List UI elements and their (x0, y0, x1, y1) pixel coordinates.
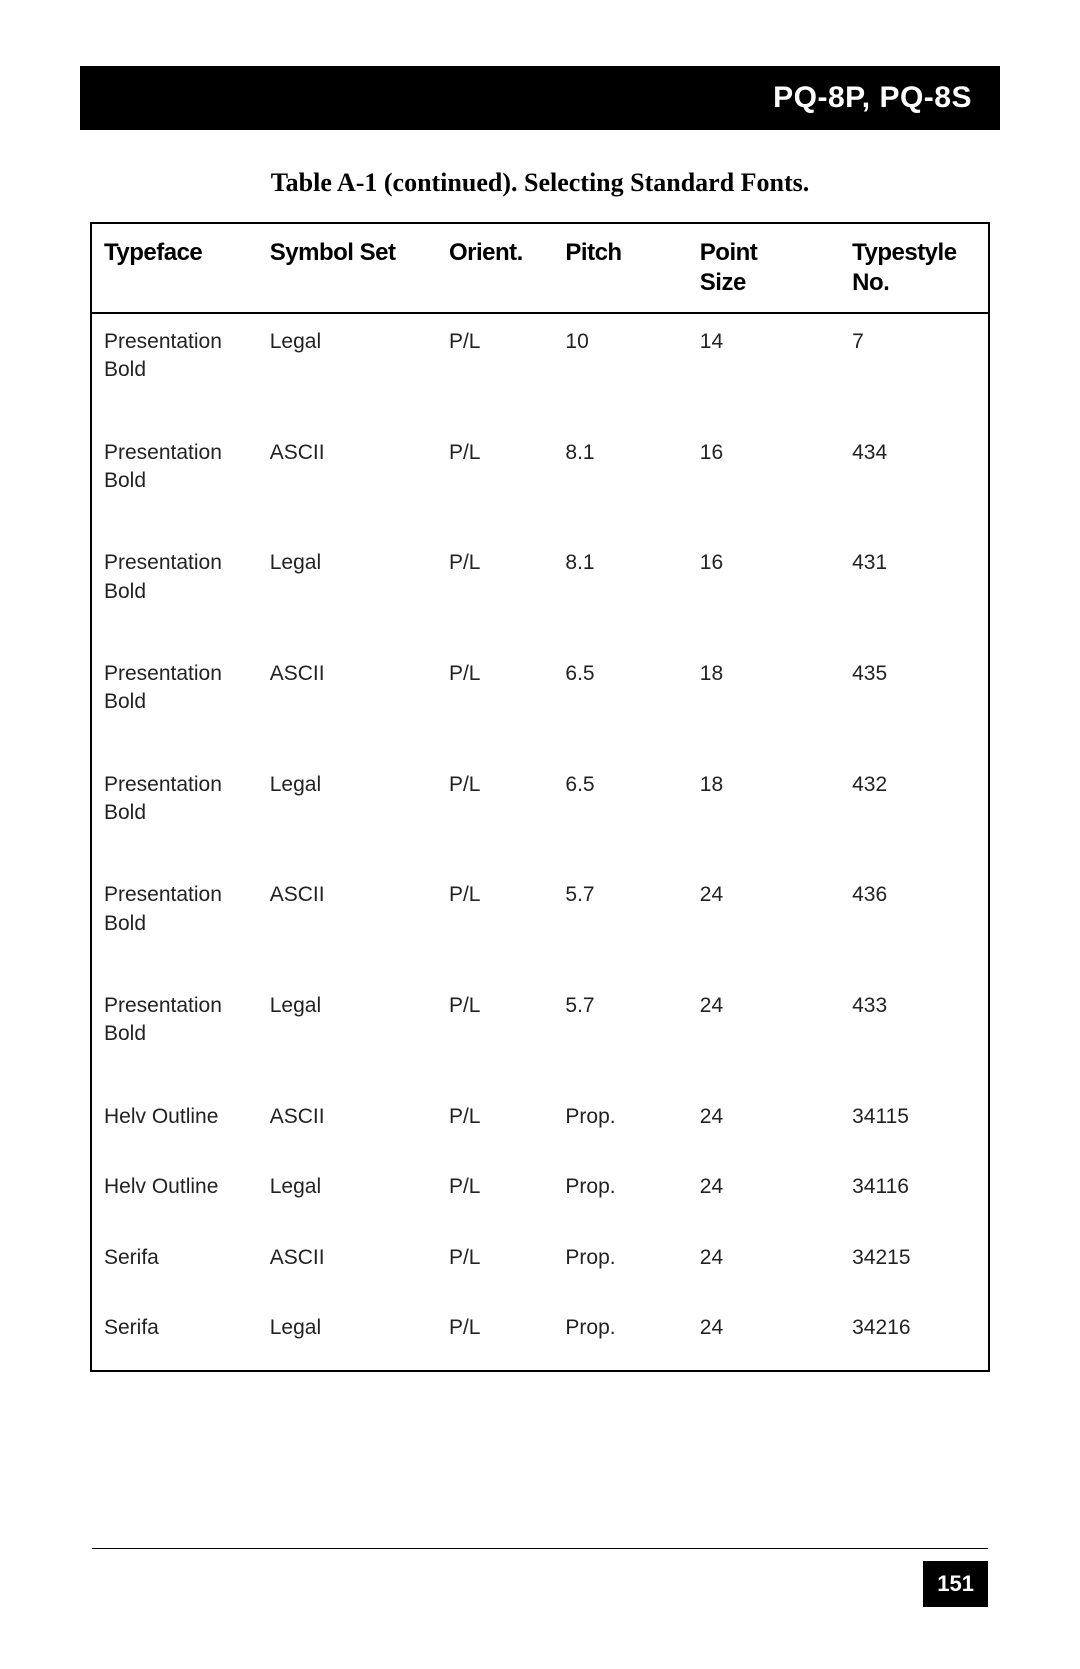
cell-orient: P/L (437, 425, 553, 536)
cell-typeface: PresentationBold (92, 978, 258, 1089)
cell-typestyle: 432 (840, 757, 988, 868)
cell-typestyle: 34216 (840, 1300, 988, 1370)
cell-point: 16 (688, 425, 840, 536)
cell-symbol: ASCII (258, 425, 437, 536)
header-bar: PQ-8P, PQ-8S (80, 66, 1000, 130)
footer-rule (92, 1548, 988, 1549)
table-row: SerifaLegalP/LProp.2434216 (92, 1300, 988, 1370)
table-header-row: TypefaceSymbol SetOrient.PitchPointSizeT… (92, 224, 988, 313)
cell-typeface: PresentationBold (92, 425, 258, 536)
cell-typestyle: 433 (840, 978, 988, 1089)
cell-typestyle: 435 (840, 646, 988, 757)
cell-pitch: Prop. (553, 1159, 687, 1229)
cell-pitch: Prop. (553, 1230, 687, 1300)
table-header: TypefaceSymbol SetOrient.PitchPointSizeT… (92, 224, 988, 313)
cell-symbol: Legal (258, 1159, 437, 1229)
cell-typeface: PresentationBold (92, 867, 258, 978)
cell-point: 16 (688, 535, 840, 646)
table-row: PresentationBoldLegalP/L8.116431 (92, 535, 988, 646)
table-row: PresentationBoldLegalP/L10147 (92, 313, 988, 425)
cell-symbol: Legal (258, 535, 437, 646)
cell-orient: P/L (437, 1230, 553, 1300)
cell-point: 14 (688, 313, 840, 425)
cell-point: 24 (688, 1300, 840, 1370)
cell-pitch: 8.1 (553, 425, 687, 536)
cell-symbol: Legal (258, 1300, 437, 1370)
cell-typestyle: 434 (840, 425, 988, 536)
cell-symbol: Legal (258, 757, 437, 868)
cell-orient: P/L (437, 757, 553, 868)
cell-orient: P/L (437, 646, 553, 757)
table-row: SerifaASCIIP/LProp.2434215 (92, 1230, 988, 1300)
col-header-point: PointSize (688, 224, 840, 313)
page-number: 151 (923, 1561, 988, 1607)
cell-typeface: PresentationBold (92, 757, 258, 868)
cell-orient: P/L (437, 535, 553, 646)
cell-pitch: 6.5 (553, 757, 687, 868)
cell-symbol: ASCII (258, 646, 437, 757)
cell-typestyle: 34215 (840, 1230, 988, 1300)
col-header-typeface: Typeface (92, 224, 258, 313)
cell-point: 24 (688, 1230, 840, 1300)
page-number-value: 151 (937, 1571, 974, 1596)
cell-symbol: ASCII (258, 1089, 437, 1159)
cell-typeface: Helv Outline (92, 1159, 258, 1229)
table-title: Table A-1 (continued). Selecting Standar… (80, 168, 1000, 198)
cell-typeface: PresentationBold (92, 646, 258, 757)
cell-symbol: ASCII (258, 867, 437, 978)
cell-point: 24 (688, 978, 840, 1089)
cell-symbol: Legal (258, 313, 437, 425)
col-header-pitch: Pitch (553, 224, 687, 313)
table-row: PresentationBoldASCIIP/L6.518435 (92, 646, 988, 757)
cell-typestyle: 436 (840, 867, 988, 978)
table-body: PresentationBoldLegalP/L10147Presentatio… (92, 313, 988, 1370)
fonts-table-container: TypefaceSymbol SetOrient.PitchPointSizeT… (90, 222, 990, 1372)
cell-typeface: Helv Outline (92, 1089, 258, 1159)
col-header-symbol: Symbol Set (258, 224, 437, 313)
cell-pitch: 5.7 (553, 867, 687, 978)
cell-typestyle: 7 (840, 313, 988, 425)
cell-typeface: PresentationBold (92, 313, 258, 425)
cell-pitch: Prop. (553, 1089, 687, 1159)
cell-symbol: ASCII (258, 1230, 437, 1300)
cell-point: 18 (688, 646, 840, 757)
cell-typeface: Serifa (92, 1300, 258, 1370)
table-row: PresentationBoldASCIIP/L5.724436 (92, 867, 988, 978)
cell-pitch: Prop. (553, 1300, 687, 1370)
cell-pitch: 8.1 (553, 535, 687, 646)
cell-point: 24 (688, 1089, 840, 1159)
cell-orient: P/L (437, 1300, 553, 1370)
cell-orient: P/L (437, 1159, 553, 1229)
cell-pitch: 6.5 (553, 646, 687, 757)
cell-point: 18 (688, 757, 840, 868)
cell-typeface: PresentationBold (92, 535, 258, 646)
table-row: Helv OutlineASCIIP/LProp.2434115 (92, 1089, 988, 1159)
table-row: Helv OutlineLegalP/LProp.2434116 (92, 1159, 988, 1229)
cell-typeface: Serifa (92, 1230, 258, 1300)
cell-typestyle: 431 (840, 535, 988, 646)
header-title: PQ-8P, PQ-8S (773, 81, 972, 115)
col-header-orient: Orient. (437, 224, 553, 313)
cell-orient: P/L (437, 867, 553, 978)
cell-typestyle: 34115 (840, 1089, 988, 1159)
cell-pitch: 10 (553, 313, 687, 425)
cell-symbol: Legal (258, 978, 437, 1089)
table-row: PresentationBoldLegalP/L5.724433 (92, 978, 988, 1089)
cell-orient: P/L (437, 978, 553, 1089)
cell-point: 24 (688, 1159, 840, 1229)
cell-orient: P/L (437, 313, 553, 425)
cell-typestyle: 34116 (840, 1159, 988, 1229)
cell-pitch: 5.7 (553, 978, 687, 1089)
fonts-table: TypefaceSymbol SetOrient.PitchPointSizeT… (92, 224, 988, 1370)
col-header-typestyle: TypestyleNo. (840, 224, 988, 313)
cell-orient: P/L (437, 1089, 553, 1159)
table-row: PresentationBoldASCIIP/L8.116434 (92, 425, 988, 536)
table-row: PresentationBoldLegalP/L6.518432 (92, 757, 988, 868)
cell-point: 24 (688, 867, 840, 978)
